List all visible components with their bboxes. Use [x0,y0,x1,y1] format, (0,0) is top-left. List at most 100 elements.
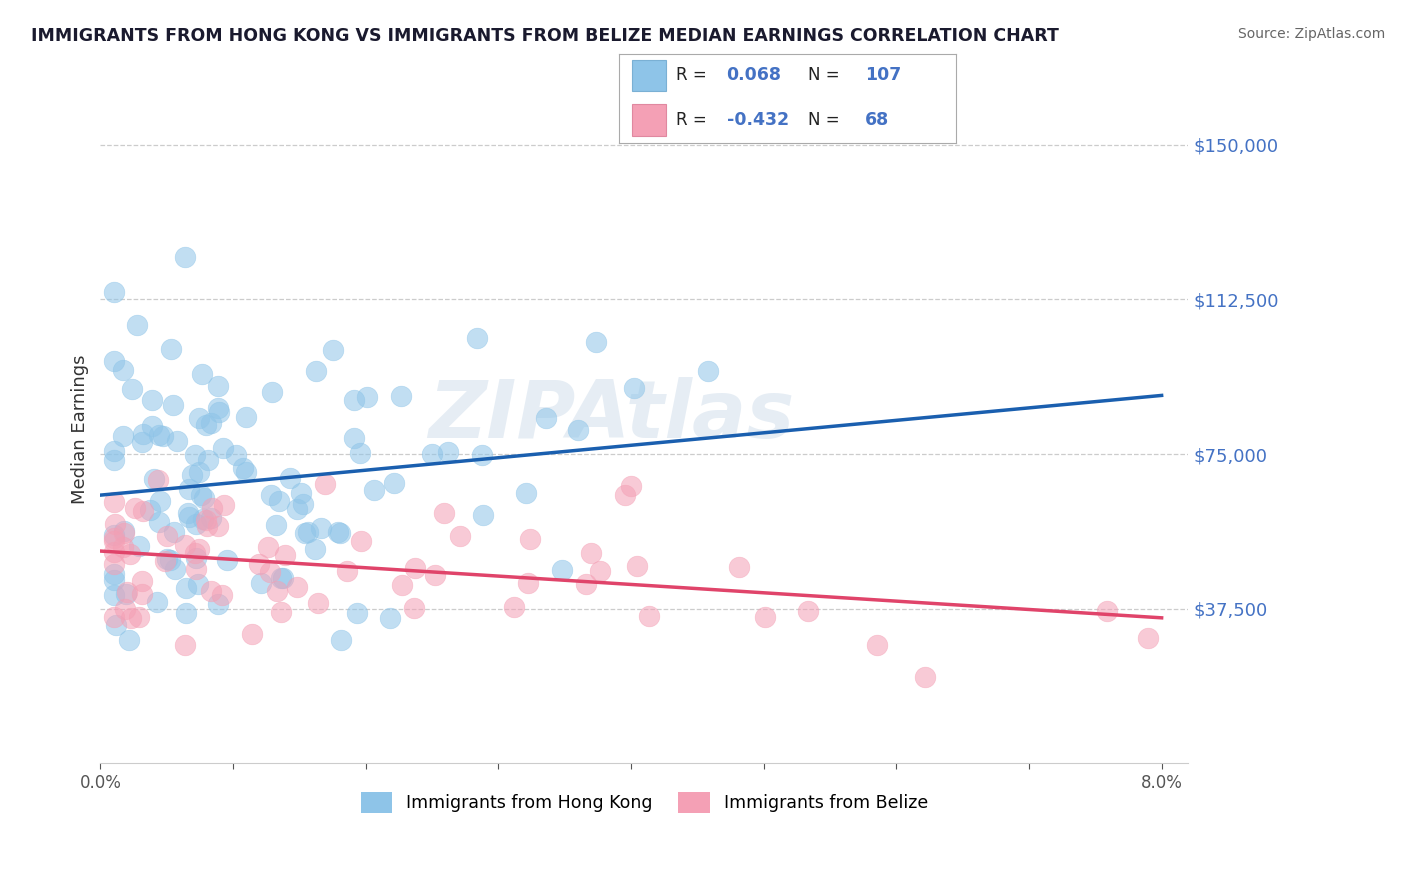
Point [349,446,371,460]
Text: -0.432: -0.432 [727,111,789,128]
Point [304,542,326,557]
Point [103,532,125,546]
Point [471,448,494,462]
Point [103,566,125,581]
Point [274,548,297,562]
Point [132,427,155,442]
Point [120,611,142,625]
Point [207,401,229,416]
Point [350,534,373,549]
Point [131,574,153,588]
FancyBboxPatch shape [633,104,666,136]
Point [159,342,181,356]
Point [382,475,405,490]
Point [240,627,263,641]
Point [754,610,776,624]
Point [269,494,291,508]
Point [330,632,353,647]
Point [260,488,283,502]
Point [235,409,257,424]
Point [156,529,179,543]
Point [118,632,141,647]
Point [125,318,148,332]
Point [626,558,648,573]
Point [343,431,366,445]
Point [200,511,222,525]
Point [266,517,288,532]
Point [190,488,212,502]
Point [114,587,136,601]
Point [159,553,181,567]
Point [437,445,460,459]
Point [200,416,222,430]
Point [179,482,201,496]
Point [638,609,661,624]
Point [232,461,254,475]
Point [257,541,280,555]
Point [311,520,333,534]
Point [103,573,125,587]
Point [471,508,494,523]
Point [727,560,749,574]
Point [208,405,231,419]
Point [104,517,127,532]
Y-axis label: Median Earnings: Median Earnings [72,355,89,504]
Point [163,562,186,576]
Point [174,250,197,264]
Point [326,524,349,539]
Point [307,596,329,610]
Point [215,553,238,567]
Point [866,638,889,652]
Point [343,392,366,407]
Point [797,604,820,618]
Point [329,526,352,541]
Text: IMMIGRANTS FROM HONG KONG VS IMMIGRANTS FROM BELIZE MEDIAN EARNINGS CORRELATION : IMMIGRANTS FROM HONG KONG VS IMMIGRANTS … [31,27,1059,45]
Point [391,578,413,592]
Point [515,486,537,500]
Point [567,424,589,438]
Point [207,598,229,612]
Text: N =: N = [807,66,839,84]
Point [433,506,456,520]
Point [389,389,412,403]
Point [519,532,541,546]
Text: R =: R = [676,111,707,128]
Point [404,561,426,575]
Point [290,486,312,500]
Point [235,465,257,479]
Point [575,577,598,591]
Point [278,470,301,484]
Point [614,488,637,502]
Point [197,518,219,533]
Point [623,381,645,395]
Point [118,547,141,561]
Point [207,519,229,533]
Point [103,495,125,509]
Point [162,398,184,412]
Point [149,493,172,508]
Point [195,417,218,432]
Text: 107: 107 [865,66,901,84]
Point [516,576,538,591]
Point [191,512,214,526]
Point [103,557,125,571]
Text: Source: ZipAtlas.com: Source: ZipAtlas.com [1237,27,1385,41]
Point [225,448,247,462]
Point [346,607,368,621]
Point [111,429,134,443]
Point [103,533,125,548]
Point [423,567,446,582]
Point [336,564,359,578]
Text: N =: N = [807,111,839,128]
Point [103,285,125,299]
Point [266,583,288,598]
Text: 68: 68 [865,111,889,128]
Point [378,610,401,624]
Point [139,503,162,517]
Point [579,546,602,560]
Point [146,595,169,609]
Point [174,606,197,620]
Point [148,428,170,442]
Point [112,524,135,538]
Point [214,498,236,512]
